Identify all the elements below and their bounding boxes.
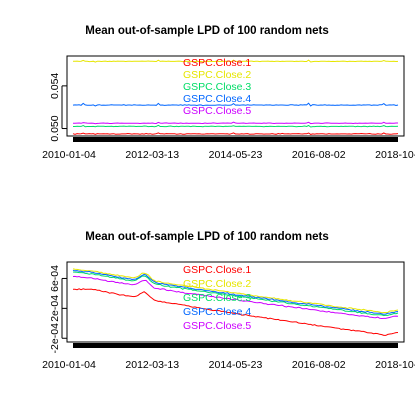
- y-tick-label: 0.050: [49, 115, 61, 141]
- legend-entry-5: GSPC.Close.5: [183, 105, 251, 117]
- x-tick-label: 2010-01-04: [42, 149, 96, 161]
- x-tick-label: 2016-08-02: [292, 359, 346, 371]
- x-tick-label: 2018-10-10: [375, 359, 415, 371]
- legend-entry-4: GSPC.Close.4: [183, 93, 251, 105]
- y-tick-label: -2e-04: [49, 323, 61, 354]
- x-tick-label: 2012-03-13: [125, 149, 179, 161]
- chart-title: Mean out-of-sample LPD of 100 random net…: [85, 25, 328, 37]
- chart-title: Mean out-of-sample LPD of 100 random net…: [85, 231, 328, 243]
- legend-entry-1: GSPC.Close.1: [183, 264, 251, 276]
- series-line-5: [73, 121, 398, 125]
- chart-bottom: Mean out-of-sample LPD of 100 random net…: [42, 231, 415, 371]
- x-axis-tick-band: [73, 343, 398, 348]
- series-line-1: [72, 132, 399, 135]
- legend-entry-2: GSPC.Close.2: [183, 278, 251, 290]
- legend-entry-1: GSPC.Close.1: [183, 57, 251, 69]
- series-line-3: [72, 271, 399, 317]
- x-tick-label: 2018-10-10: [375, 149, 415, 161]
- y-tick-label: 6e-04: [49, 265, 61, 292]
- series-line-4: [72, 269, 399, 315]
- legend-entry-3: GSPC.Close.3: [183, 292, 251, 304]
- plot-frame: [66, 261, 405, 343]
- series-line-3: [73, 124, 399, 128]
- legend-entry-2: GSPC.Close.2: [183, 69, 251, 81]
- series-line-5: [72, 275, 399, 320]
- legend-entry-4: GSPC.Close.4: [183, 306, 251, 318]
- series-line-2: [72, 268, 399, 314]
- chart-top: Mean out-of-sample LPD of 100 random net…: [42, 25, 415, 161]
- x-tick-label: 2014-05-23: [209, 359, 263, 371]
- series-line-2: [72, 59, 399, 63]
- x-tick-label: 2012-03-13: [125, 359, 179, 371]
- y-tick-label: 0.054: [49, 73, 61, 99]
- series-line-4: [72, 102, 399, 107]
- x-tick-label: 2010-01-04: [42, 359, 96, 371]
- plot-frame: [66, 55, 405, 137]
- series-line-1: [72, 288, 399, 336]
- x-axis-tick-band: [73, 137, 398, 142]
- y-tick-label: 2e-04: [49, 295, 61, 322]
- x-tick-label: 2016-08-02: [292, 149, 346, 161]
- legend-entry-3: GSPC.Close.3: [183, 81, 251, 93]
- legend-entry-5: GSPC.Close.5: [183, 320, 251, 332]
- x-tick-label: 2014-05-23: [209, 149, 263, 161]
